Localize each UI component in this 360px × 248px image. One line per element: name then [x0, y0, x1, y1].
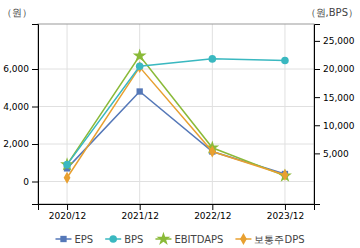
- line: [67, 59, 285, 165]
- legend-label: EBITDAPS: [174, 234, 223, 245]
- tick: 2022/12: [194, 204, 231, 221]
- tick-label: 0: [23, 177, 29, 187]
- grid: [38, 24, 314, 204]
- tick: 20,000: [314, 64, 355, 74]
- series: [60, 49, 292, 182]
- grid-line: [38, 181, 314, 182]
- legend: EPS BPS EBITDAPS 보통주DPS: [55, 232, 304, 245]
- tick-mark: [314, 97, 320, 98]
- tick-mark: [32, 144, 38, 145]
- tick: 2,000: [3, 139, 38, 149]
- series: [63, 55, 288, 168]
- tick: 0: [23, 177, 38, 187]
- legend-label: EPS: [74, 234, 93, 245]
- tick: 2021/12: [121, 204, 158, 221]
- tick: 4,000: [3, 102, 38, 112]
- legend-item: BPS: [105, 234, 143, 245]
- tick: 6,000: [3, 64, 38, 74]
- legend-symbol: [60, 236, 66, 242]
- point: [209, 146, 216, 158]
- tick-label: 6,000: [3, 64, 29, 74]
- tick-mark: [314, 125, 320, 126]
- tick: 10,000: [314, 121, 355, 131]
- x-axis: 2020/12 2021/12 2022/12 2023/12: [39, 204, 315, 221]
- tick-mark: [314, 69, 320, 70]
- point: [60, 157, 74, 170]
- axis-domain: [315, 25, 321, 205]
- tick-mark: [314, 153, 320, 154]
- legend-symbol: [156, 232, 170, 245]
- grid-line: [38, 144, 314, 145]
- point: [282, 169, 289, 181]
- grid-line: [38, 69, 314, 70]
- tick-label: 15,000: [323, 93, 355, 103]
- legend-item: 보통주DPS: [235, 233, 304, 245]
- axis-domain: [39, 205, 315, 211]
- grid-line: [212, 24, 213, 204]
- point: [63, 161, 71, 169]
- tick-mark: [32, 69, 38, 70]
- legend-symbol: [109, 235, 117, 243]
- axis-domain: [32, 25, 39, 205]
- y2-axis-label: （원,BPS）: [306, 7, 358, 18]
- plot: 2020/12 2021/12 2022/12 2023/12 0 2,000 4,000 6…: [3, 24, 355, 221]
- tick-label: 25,000: [323, 36, 355, 46]
- y-axis: 0 2,000 4,000 6,000: [3, 25, 38, 205]
- tick-label: 2020/12: [49, 211, 86, 221]
- line: [67, 56, 285, 176]
- legend-label: 보통주DPS: [254, 234, 304, 245]
- y-axis-label: （원）: [2, 7, 32, 18]
- tick: 2020/12: [49, 204, 86, 221]
- tick-mark: [285, 204, 286, 210]
- tick-mark: [67, 204, 68, 210]
- tick-mark: [314, 41, 320, 42]
- y2-axis: 5,000 10,000 15,000 20,000 25,000: [314, 25, 355, 205]
- tick-label: 20,000: [323, 64, 355, 74]
- tick-label: 2023/12: [267, 211, 304, 221]
- legend-item: EPS: [55, 234, 93, 245]
- tick-mark: [32, 107, 38, 108]
- point: [64, 172, 71, 184]
- point: [136, 61, 143, 73]
- marks: [60, 49, 292, 184]
- tick-mark: [212, 204, 213, 210]
- legend-symbol: [240, 233, 247, 245]
- tick-mark: [32, 182, 38, 183]
- tick-label: 2021/12: [121, 211, 158, 221]
- legend-label: BPS: [124, 234, 143, 245]
- tick-label: 4,000: [3, 102, 29, 112]
- chart: 2020/12 2021/12 2022/12 2023/12 0 2,000 4,000 6…: [0, 0, 360, 248]
- tick: 15,000: [314, 93, 355, 103]
- plot-frame: [38, 24, 314, 204]
- point: [209, 55, 217, 63]
- line: [67, 92, 285, 175]
- tick-label: 2022/12: [194, 211, 231, 221]
- point: [136, 62, 144, 70]
- tick-label: 5,000: [323, 149, 349, 159]
- tick: 25,000: [314, 36, 355, 46]
- point: [137, 88, 143, 94]
- point: [281, 57, 289, 65]
- point: [278, 169, 292, 182]
- legend-item: EBITDAPS: [155, 232, 223, 245]
- tick: 5,000: [314, 149, 349, 159]
- point: [133, 49, 147, 62]
- line: [67, 67, 285, 178]
- tick-label: 2,000: [3, 139, 29, 149]
- tick-label: 10,000: [323, 121, 355, 131]
- tick: 2023/12: [267, 204, 304, 221]
- tick-mark: [140, 204, 141, 210]
- grid-line: [38, 106, 314, 107]
